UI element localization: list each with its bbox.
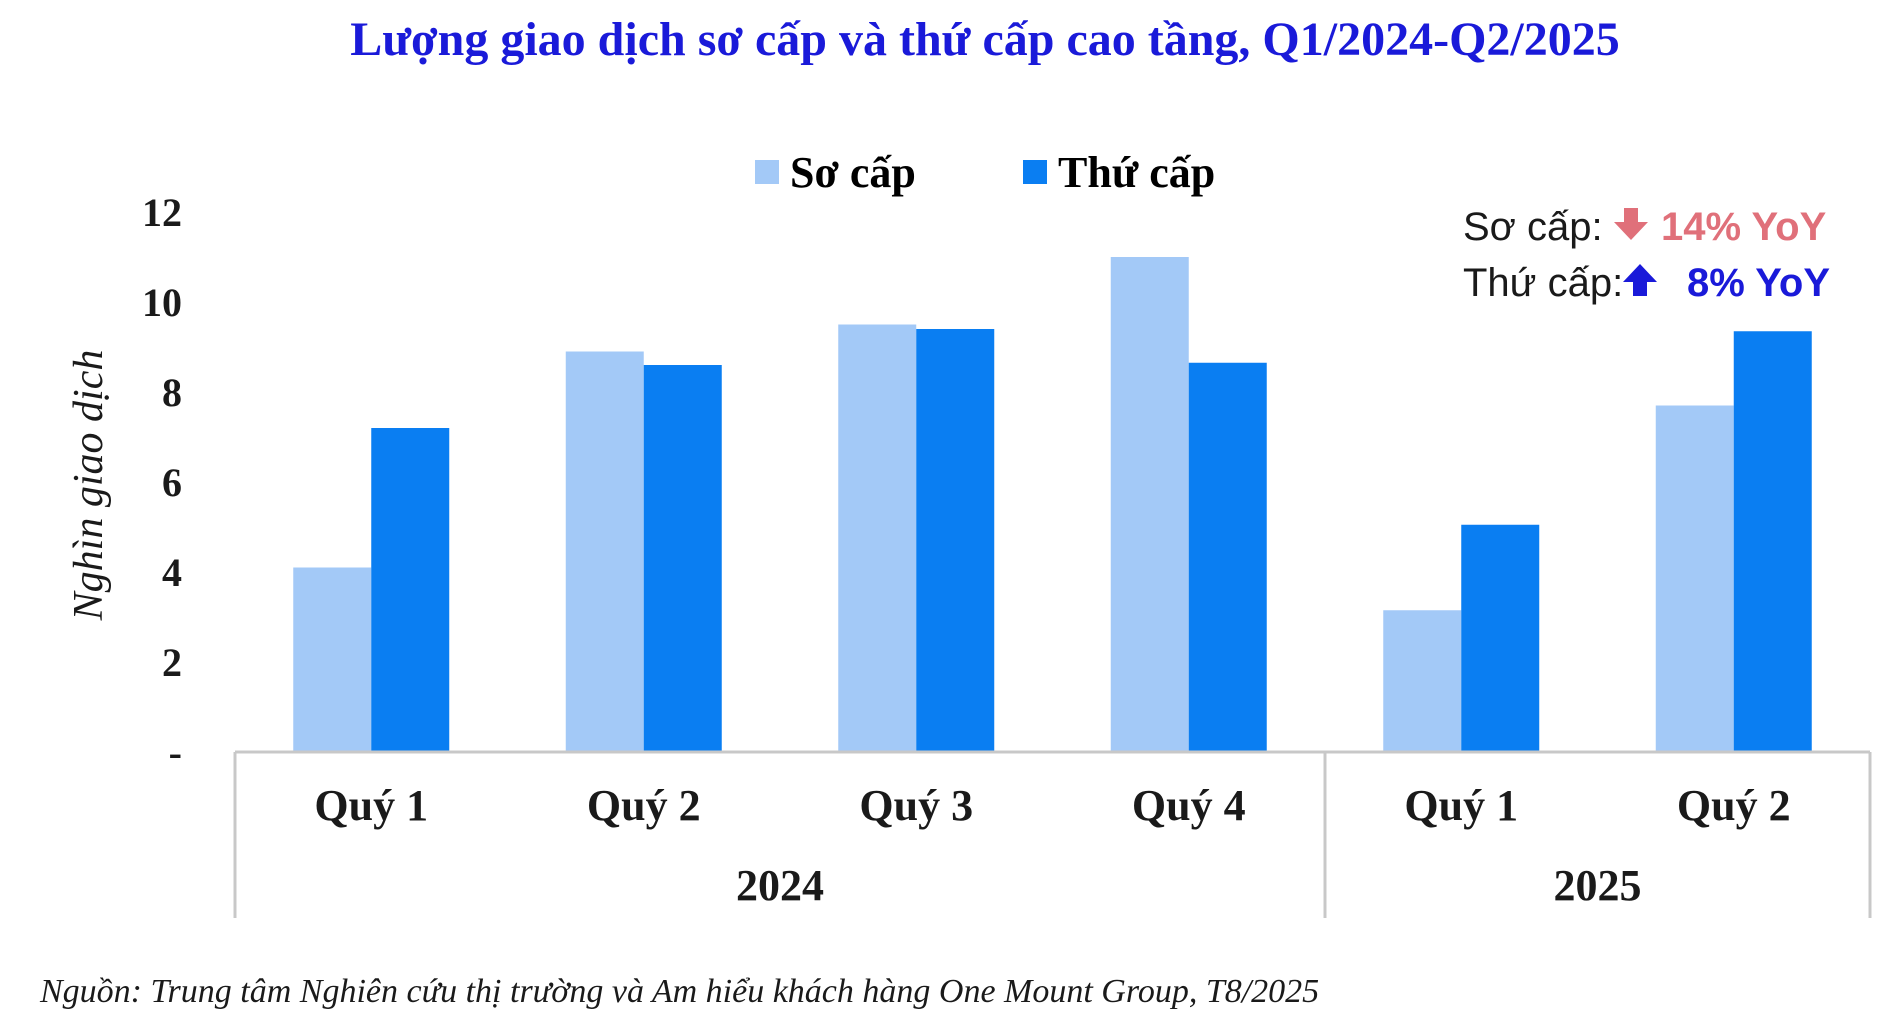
- bar-primary: [293, 567, 372, 752]
- yoy-primary-value: 14% YoY: [1661, 205, 1827, 249]
- legend: Sơ cấp Thứ cấp: [755, 148, 1215, 197]
- bar-secondary: [643, 365, 722, 752]
- y-axis-ticks: - 2 4 6 8 10 12: [142, 190, 182, 775]
- x-tick-label: Quý 3: [859, 781, 973, 830]
- legend-label-secondary: Thứ cấp: [1058, 148, 1215, 197]
- bar-primary: [838, 324, 917, 752]
- source-note: Nguồn: Trung tâm Nghiên cứu thị trường v…: [39, 973, 1319, 1010]
- x-tick-label: Quý 1: [314, 781, 428, 830]
- x-tick-label: Quý 2: [587, 781, 701, 830]
- y-tick-label: 2: [162, 640, 182, 685]
- yoy-primary-label: Sơ cấp:: [1463, 205, 1603, 249]
- y-axis-label: Nghìn giao dịch: [66, 350, 112, 622]
- bar-primary: [565, 351, 644, 752]
- x-tick-label: Quý 1: [1404, 781, 1518, 830]
- yoy-secondary-label: Thứ cấp:: [1463, 261, 1623, 305]
- legend-swatch-primary: [755, 160, 779, 184]
- arrow-down-icon: [1614, 208, 1648, 240]
- bars: [293, 257, 1812, 752]
- y-tick-label: 10: [142, 280, 182, 325]
- y-tick-label: 8: [162, 370, 182, 415]
- bar-secondary: [1733, 331, 1812, 752]
- bar-primary: [1110, 257, 1189, 752]
- arrow-up-icon: [1623, 264, 1657, 296]
- yoy-annotations: Sơ cấp: 14% YoY Thứ cấp: 8% YoY: [1463, 205, 1830, 305]
- y-tick-label: 12: [142, 190, 182, 235]
- chart-title: Lượng giao dịch sơ cấp và thứ cấp cao tầ…: [350, 13, 1620, 66]
- legend-swatch-secondary: [1023, 160, 1047, 184]
- x-axis: Quý 1 Quý 2 Quý 3 Quý 4 Quý 1 Quý 2 2024 2025: [233, 750, 1872, 918]
- bar-secondary: [916, 329, 995, 752]
- x-tick-label: Quý 2: [1677, 781, 1791, 830]
- bar-secondary: [371, 428, 450, 752]
- bar-primary: [1383, 610, 1462, 752]
- legend-label-primary: Sơ cấp: [790, 148, 916, 197]
- x-group-label: 2025: [1554, 861, 1642, 910]
- y-tick-label: 6: [162, 460, 182, 505]
- x-group-label: 2024: [736, 861, 824, 910]
- bar-secondary: [1188, 362, 1267, 752]
- yoy-secondary-value: 8% YoY: [1687, 261, 1830, 305]
- bar-secondary: [1461, 524, 1540, 752]
- y-tick-label: -: [169, 730, 182, 775]
- x-tick-label: Quý 4: [1132, 781, 1246, 830]
- y-tick-label: 4: [162, 550, 182, 595]
- bar-primary: [1655, 405, 1734, 752]
